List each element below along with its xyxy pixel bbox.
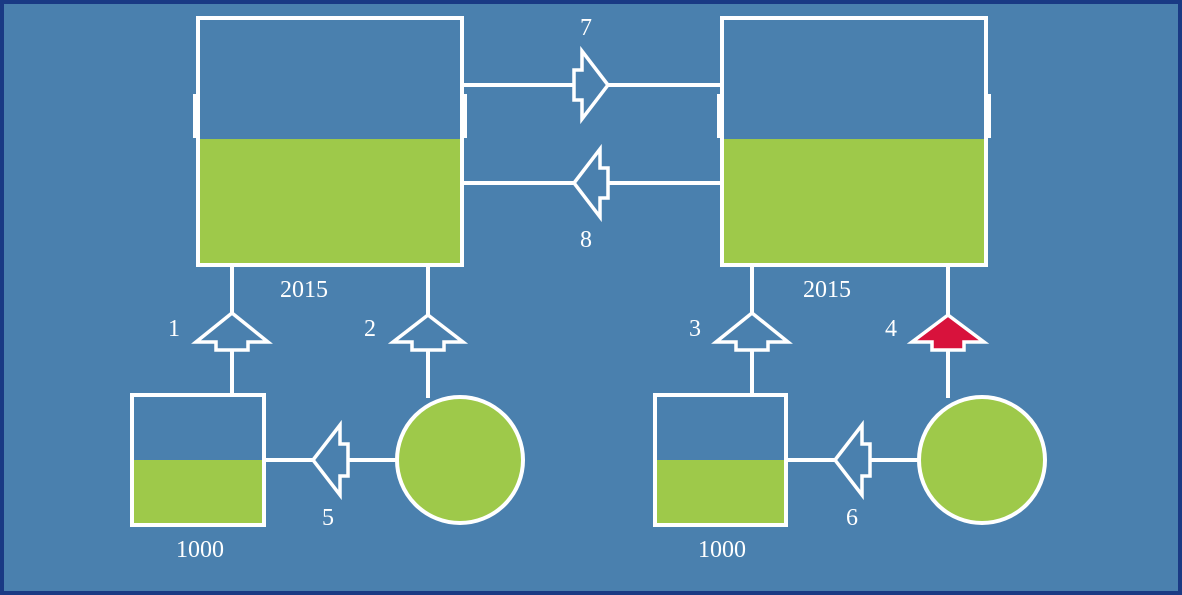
tank-outline [130, 393, 266, 527]
tank-right-small [653, 393, 788, 527]
flow-label-7: 7 [580, 15, 592, 41]
tank-left-small-label: 1000 [176, 537, 224, 563]
flow-arrow-4 [906, 312, 990, 352]
tank-right-small-label: 1000 [698, 537, 746, 563]
flow-arrow-3 [711, 310, 793, 352]
flow-label-5: 5 [322, 505, 334, 531]
tank-left-small [130, 393, 266, 527]
flow-label-2: 2 [364, 316, 376, 342]
flow-arrow-7 [572, 45, 611, 125]
source-circle-left [395, 395, 525, 525]
tank-left-large-label: 2015 [280, 277, 328, 303]
tank-outline [653, 393, 788, 527]
tank-side-nub [462, 94, 467, 138]
flow-arrow-2 [387, 312, 469, 352]
flow-label-4: 4 [885, 316, 897, 342]
flow-label-6: 6 [846, 505, 858, 531]
tank-outline [196, 16, 464, 267]
source-circle-right [917, 395, 1047, 525]
tank-level-fill [722, 139, 986, 265]
flow-arrow-6 [832, 419, 872, 501]
flow-arrow-1 [191, 310, 273, 352]
flow-arrow-5 [310, 419, 350, 501]
tank-outline [720, 16, 988, 267]
tank-level-fill [132, 460, 264, 525]
flow-label-1: 1 [168, 316, 180, 342]
tank-level-fill [655, 460, 786, 525]
flow-label-8: 8 [580, 227, 592, 253]
flow-arrow-8 [571, 143, 610, 223]
tank-left-large [193, 16, 467, 267]
tank-level-fill [198, 139, 462, 265]
tank-right-large-label: 2015 [803, 277, 851, 303]
tank-side-nub [717, 94, 722, 138]
tank-side-nub [193, 94, 198, 138]
tank-right-large [717, 16, 991, 267]
tank-side-nub [986, 94, 991, 138]
flow-label-3: 3 [689, 316, 701, 342]
